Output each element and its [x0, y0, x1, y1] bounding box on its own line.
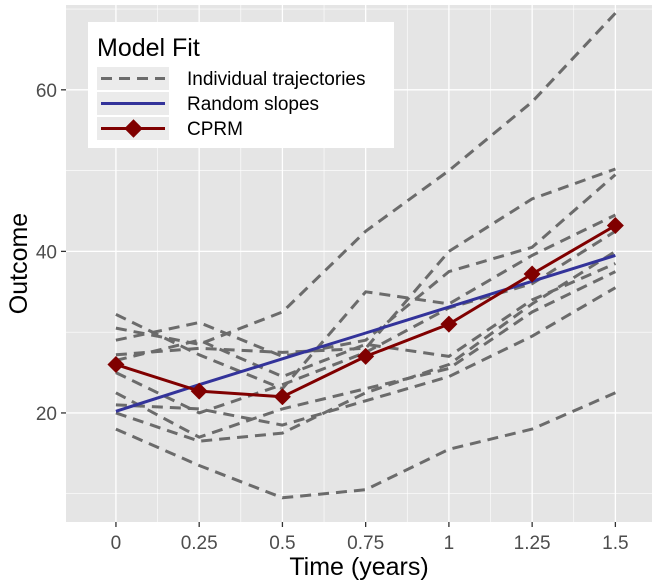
- x-axis-title: Time (years): [289, 553, 428, 581]
- individual-trajectory-line-5: [115, 262, 617, 379]
- major-grid: [66, 5, 652, 522]
- y-tick-label: 60: [36, 81, 57, 102]
- series-layer: [107, 12, 624, 500]
- individual-trajectory-line-8: [115, 286, 617, 427]
- cprm-point: [273, 388, 291, 406]
- axes: 0 0.25 0.5 0.75 1 1.25 1.5 20 40 60: [36, 81, 629, 554]
- x-tick-label: 1: [444, 533, 455, 554]
- x-tick-label: 0.75: [347, 533, 384, 554]
- x-tick-label: 1.25: [514, 533, 551, 554]
- cprm-point: [107, 355, 125, 373]
- y-tick-label: 40: [36, 242, 57, 263]
- legend-key-individual: [97, 67, 169, 90]
- x-tick-label: 0: [111, 533, 122, 554]
- individual-trajectory-line-2: [115, 173, 617, 358]
- cprm-point: [606, 217, 624, 235]
- x-tick-label: 0.25: [181, 533, 218, 554]
- individual-trajectory-line-3: [115, 12, 617, 346]
- cprm-point: [357, 347, 375, 365]
- legend-label-cprm: CPRM: [187, 119, 243, 140]
- cprm-point: [440, 315, 458, 333]
- individual-trajectory-line-4: [115, 167, 616, 357]
- individual-trajectory-line-10: [115, 391, 616, 500]
- legend-title: Model Fit: [97, 34, 200, 62]
- cprm-point: [190, 382, 208, 400]
- individual-trajectory-line-1: [115, 213, 617, 391]
- cprm-point: [523, 265, 541, 283]
- x-tick-label: 0.5: [269, 533, 295, 554]
- y-tick-label: 20: [36, 404, 57, 425]
- individual-trajectory-line-7: [115, 270, 617, 439]
- legend-swatch-cprm-marker: [124, 119, 143, 138]
- y-axis-title: Outcome: [5, 213, 33, 314]
- x-tick-label: 1.5: [602, 533, 628, 554]
- individual-trajectory-line-6: [115, 229, 617, 415]
- individual-trajectory-line-9: [115, 250, 617, 443]
- legend-label-random-slopes: Random slopes: [187, 94, 319, 115]
- legend-label-individual: Individual trajectories: [187, 69, 365, 90]
- legend: Model Fit Individual trajectories Random…: [88, 22, 394, 148]
